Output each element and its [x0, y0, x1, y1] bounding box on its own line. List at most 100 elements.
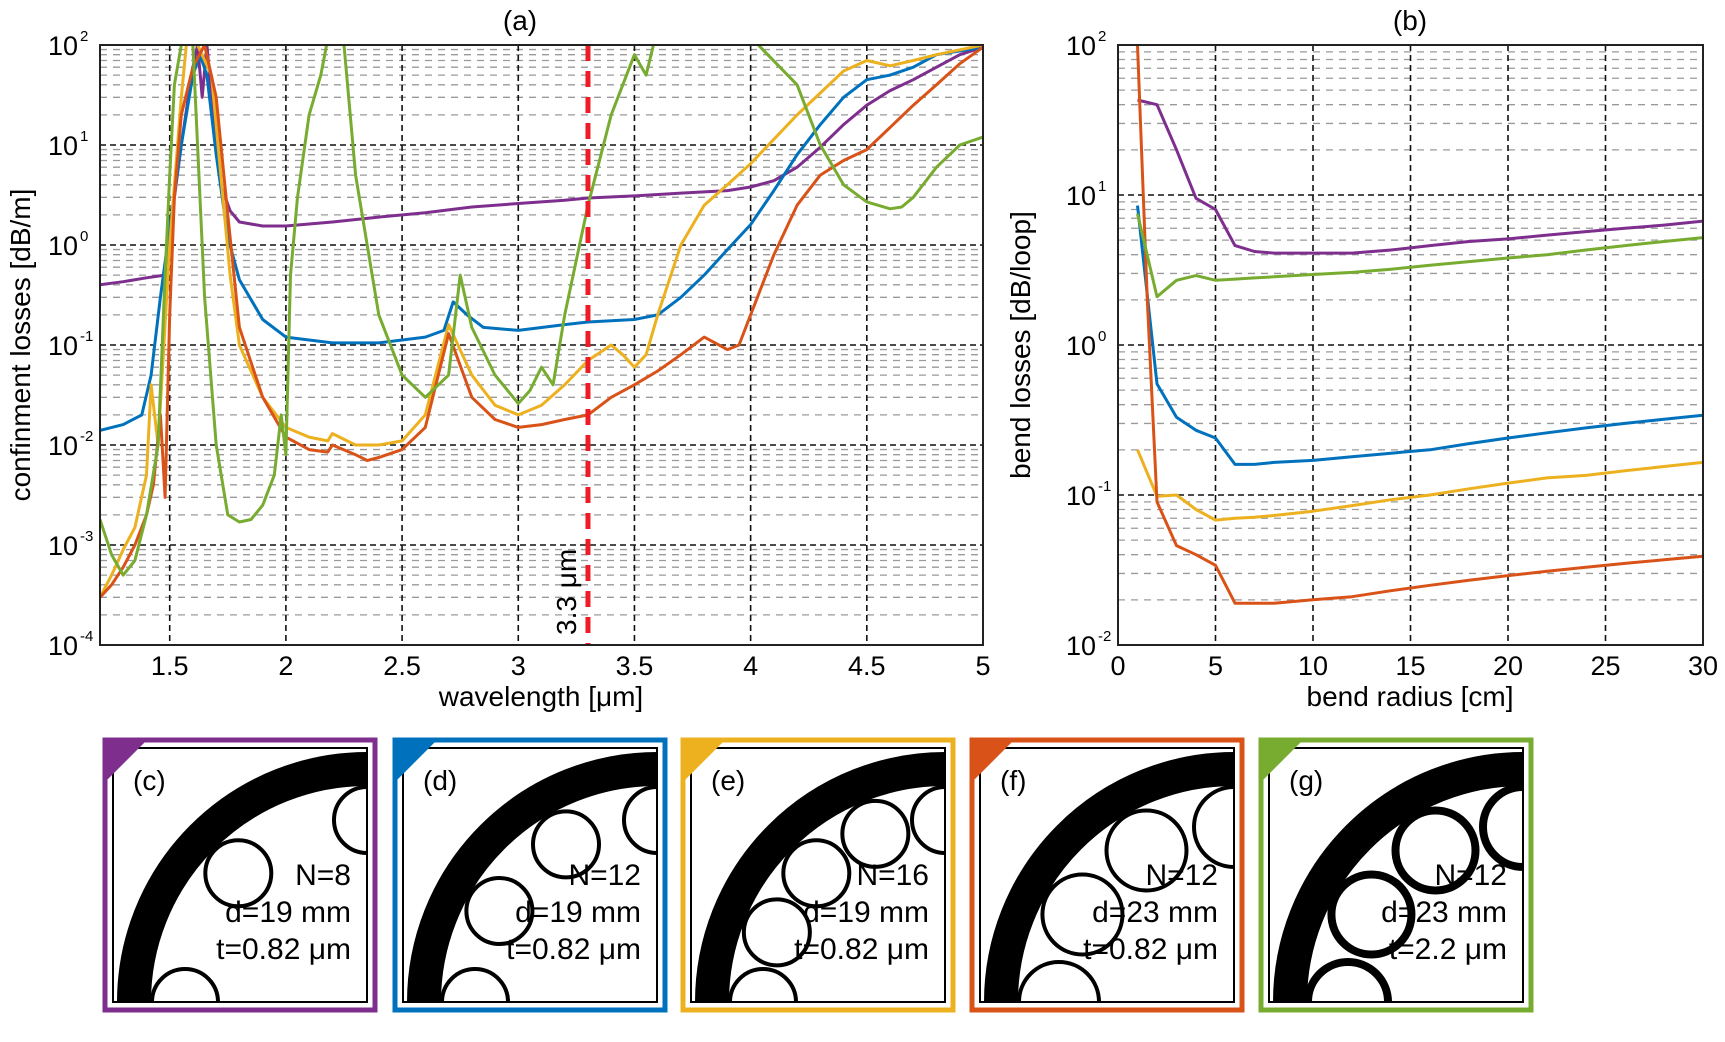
y-tick-exponent: 0	[80, 228, 88, 245]
x-tick-label: 25	[1590, 651, 1620, 681]
panel-a-y-label: confinment losses [dB/m]	[5, 189, 36, 502]
capillary-hole	[840, 798, 911, 869]
y-tick-exponent: 0	[1098, 328, 1106, 345]
inset-color-marker	[972, 740, 1014, 782]
y-tick-label: 10	[48, 31, 78, 61]
y-tick-exponent: 2	[1098, 28, 1106, 45]
inset-f: (f) N=12 d=23 mm t=0.82 μm	[969, 737, 1245, 1013]
capillary-hole	[1304, 958, 1392, 1002]
y-tick-exponent: -2	[1098, 628, 1111, 645]
series-line-g	[1136, 213, 1703, 299]
inset-inner-frame	[112, 747, 368, 1003]
inset-param-t: t=0.82 μm	[794, 933, 929, 966]
series-line-f	[1136, 45, 1703, 605]
x-tick-label: 15	[1395, 651, 1425, 681]
y-tick-exponent: 1	[80, 128, 88, 145]
inset-param-t: t=0.82 μm	[216, 933, 351, 966]
capillary-hole	[332, 785, 367, 855]
y-tick-label: 10	[48, 331, 78, 361]
y-tick-label: 10	[48, 531, 78, 561]
inset-color-marker	[395, 740, 437, 782]
panel-b-axes-frame	[1117, 44, 1704, 646]
inset-inner-frame	[979, 747, 1235, 1003]
y-tick-exponent: 2	[80, 28, 88, 45]
inset-d: (d) N=12 d=19 mm t=0.82 μm	[392, 737, 668, 1013]
inset-param-N: N=12	[568, 859, 641, 892]
x-tick-label: 0	[1110, 651, 1125, 681]
inset-color-marker	[1261, 740, 1303, 782]
y-tick-label: 10	[1066, 181, 1096, 211]
inset-param-d: d=19 mm	[803, 896, 929, 929]
inset-param-d: d=23 mm	[1381, 896, 1507, 929]
capillary-hole	[1040, 872, 1125, 957]
inset-param-t: t=0.82 μm	[506, 933, 641, 966]
inset-inner-frame	[402, 747, 658, 1003]
y-tick-label: 10	[48, 231, 78, 261]
y-tick-label: 10	[1066, 31, 1096, 61]
x-tick-label: 5	[975, 651, 990, 681]
inset-param-N: N=12	[1145, 859, 1218, 892]
inset-inner-frame	[690, 747, 946, 1003]
capillary-hole	[910, 785, 945, 855]
capillary-hole	[1327, 870, 1416, 959]
panel-b-series	[1136, 45, 1703, 605]
series-line-d	[100, 45, 983, 432]
inset-param-d: d=19 mm	[515, 896, 641, 929]
capillary-hole	[1192, 785, 1234, 869]
x-tick-label: 3.5	[616, 651, 654, 681]
capillary-hole	[622, 785, 657, 855]
capillary-hole	[728, 967, 798, 1002]
series-line-g	[100, 45, 983, 577]
panel-a-series	[100, 45, 983, 599]
panel-b-y-label: bend losses [dB/loop]	[1005, 211, 1036, 479]
capillary-hole	[741, 897, 812, 968]
x-tick-label: 1.5	[151, 651, 189, 681]
inset-inner-frame	[1268, 747, 1524, 1003]
y-tick-label: 10	[1066, 481, 1096, 511]
x-tick-label: 3	[511, 651, 526, 681]
capillary-hole	[203, 838, 274, 909]
x-tick-label: 4.5	[848, 651, 886, 681]
capillary-hole	[1391, 806, 1480, 895]
marker-3-3um-label: 3.3 μm	[551, 549, 582, 635]
x-tick-label: 5	[1208, 651, 1223, 681]
capillary-hole	[1017, 960, 1101, 1002]
y-tick-exponent: -1	[1098, 478, 1111, 495]
inset-param-d: d=19 mm	[225, 896, 351, 929]
x-tick-label: 4	[743, 651, 758, 681]
x-tick-label: 10	[1298, 651, 1328, 681]
panel-a-x-ticks: 1.5 2 2.5 3 3.5 4 4.5 5	[151, 651, 991, 681]
y-tick-label: 10	[1066, 631, 1096, 661]
inset-param-N: N=12	[1434, 859, 1507, 892]
inset-param-d: d=23 mm	[1092, 896, 1218, 929]
inset-label: (d)	[423, 765, 457, 796]
y-tick-exponent: -1	[80, 328, 93, 345]
inset-param-t: t=2.2 μm	[1389, 933, 1507, 966]
panel-a-axes-frame	[99, 44, 984, 646]
capillary-hole	[440, 967, 510, 1002]
inset-param-N: N=16	[856, 859, 929, 892]
x-tick-label: 20	[1493, 651, 1523, 681]
panel-a-title: (a)	[503, 5, 537, 36]
panel-a-grid	[100, 44, 984, 646]
panel-a-x-label: wavelength [μm]	[438, 681, 643, 712]
series-line-e	[100, 45, 983, 598]
inset-e: (e) N=16 d=19 mm t=0.82 μm	[680, 737, 956, 1013]
panel-b-title: (b)	[1393, 5, 1427, 36]
x-tick-label: 30	[1688, 651, 1718, 681]
y-tick-label: 10	[48, 631, 78, 661]
series-line-e	[1136, 449, 1703, 522]
y-tick-label: 10	[48, 431, 78, 461]
series-line-d	[1136, 205, 1703, 466]
capillary-hole	[1479, 783, 1523, 871]
panel-b-grid	[1117, 44, 1704, 646]
y-tick-label: 10	[1066, 331, 1096, 361]
capillary-hole	[1104, 808, 1189, 893]
x-tick-label: 2	[278, 651, 293, 681]
series-line-f	[100, 45, 983, 599]
inset-label: (f)	[1000, 765, 1026, 796]
